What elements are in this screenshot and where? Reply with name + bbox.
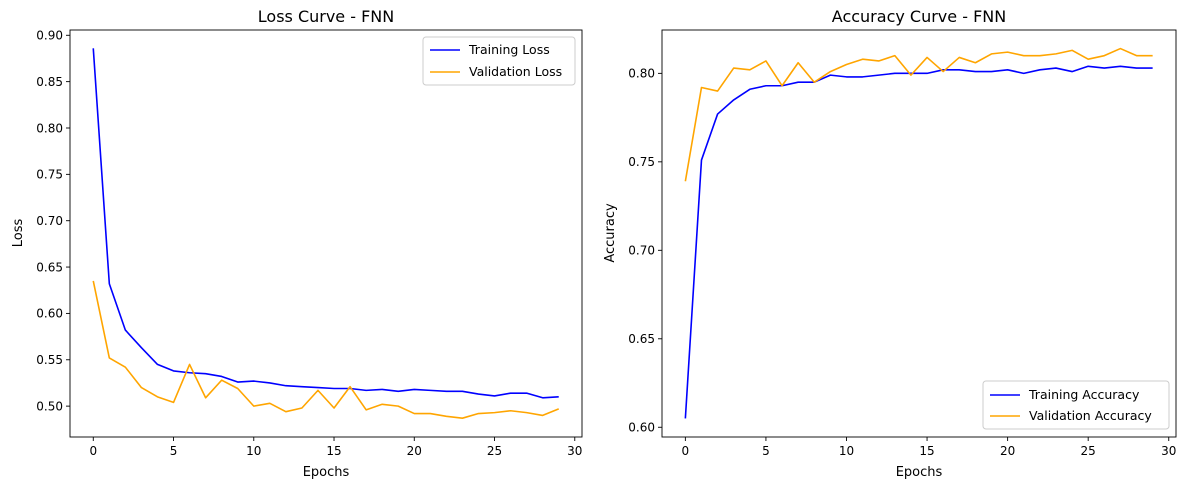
loss-chart: Loss Curve - FNN 0 5 10 15 20 25 30 0.500.550.… — [11, 7, 583, 480]
loss-y-axis-label: Loss — [11, 219, 26, 248]
accuracy-plot-frame — [661, 29, 1177, 438]
loss-series-lines — [92, 48, 560, 419]
loss-x-tick-label: 5 — [170, 444, 178, 458]
accuracy-legend-label-training: Training Accuracy — [1028, 387, 1140, 402]
loss-plot-frame — [69, 29, 583, 438]
loss-y-tick-label: 0.90 — [36, 29, 63, 43]
accuracy-chart-title: Accuracy Curve - FNN — [832, 7, 1006, 26]
accuracy-x-tick-label: 20 — [1000, 444, 1015, 458]
loss-x-tick-label: 25 — [487, 444, 502, 458]
loss-legend-box — [422, 36, 576, 86]
accuracy-x-tick-label: 25 — [1081, 444, 1096, 458]
loss-chart-title: Loss Curve - FNN — [258, 7, 394, 26]
accuracy-x-ticks: 0 5 10 15 20 25 30 — [682, 437, 1176, 458]
loss-y-tick-label: 0.70 — [36, 214, 63, 228]
accuracy-y-tick-label: 0.75 — [628, 155, 655, 169]
loss-y-tick-label: 0.75 — [36, 168, 63, 182]
accuracy-x-tick-label: 5 — [762, 444, 770, 458]
loss-y-tick-label: 0.80 — [36, 121, 63, 135]
accuracy-x-tick-label: 15 — [919, 444, 934, 458]
accuracy-chart: Accuracy Curve - FNN 0 5 10 15 20 25 30 0.600.… — [603, 7, 1177, 480]
loss-y-tick-label: 0.85 — [36, 75, 63, 89]
loss-plot-area — [70, 30, 582, 437]
loss-x-axis-label: Epochs — [303, 465, 350, 480]
loss-x-ticks: 0 5 10 15 20 25 30 — [89, 437, 582, 458]
accuracy-y-tick-label: 0.80 — [628, 67, 655, 81]
loss-y-tick-label: 0.55 — [36, 353, 63, 367]
accuracy-y-tick-label: 0.70 — [628, 244, 655, 258]
accuracy-x-tick-label: 10 — [839, 444, 854, 458]
loss-legend-label-training: Training Loss — [468, 42, 550, 57]
loss-y-tick-label: 0.60 — [36, 307, 63, 321]
loss-legend: Training Loss Validation Loss — [422, 36, 576, 86]
accuracy-x-tick-label: 0 — [682, 444, 690, 458]
accuracy-legend-label-validation: Validation Accuracy — [1029, 408, 1152, 423]
loss-y-tick-label: 0.50 — [36, 399, 63, 413]
accuracy-x-tick-label: 30 — [1161, 444, 1176, 458]
loss-y-tick-label: 0.65 — [36, 260, 63, 274]
accuracy-y-tick-label: 0.65 — [628, 332, 655, 346]
loss-series-validation-loss — [92, 280, 560, 419]
loss-x-tick-label: 20 — [407, 444, 422, 458]
loss-x-tick-label: 0 — [89, 444, 97, 458]
loss-series-training-loss — [92, 48, 559, 399]
accuracy-y-axis-label: Accuracy — [603, 203, 618, 263]
accuracy-series-validation-accuracy — [684, 47, 1153, 182]
accuracy-legend-box — [982, 380, 1170, 430]
loss-x-tick-label: 30 — [567, 444, 582, 458]
accuracy-y-ticks: 0.60 0.65 0.70 0.75 0.80 — [628, 67, 662, 435]
accuracy-y-tick-label: 0.60 — [628, 421, 655, 435]
loss-y-ticks: 0.50 0.55 0.60 0.65 0.70 0.75 0.80 0.85 0.90 — [36, 29, 70, 413]
accuracy-plot-area — [662, 30, 1176, 437]
accuracy-series-lines — [684, 47, 1153, 419]
loss-x-tick-label: 15 — [326, 444, 341, 458]
loss-x-tick-label: 10 — [246, 444, 261, 458]
loss-legend-label-validation: Validation Loss — [469, 64, 562, 79]
accuracy-x-axis-label: Epochs — [896, 465, 943, 480]
accuracy-legend: Training Accuracy Validation Accuracy — [982, 380, 1170, 430]
accuracy-series-training-accuracy — [684, 65, 1153, 419]
